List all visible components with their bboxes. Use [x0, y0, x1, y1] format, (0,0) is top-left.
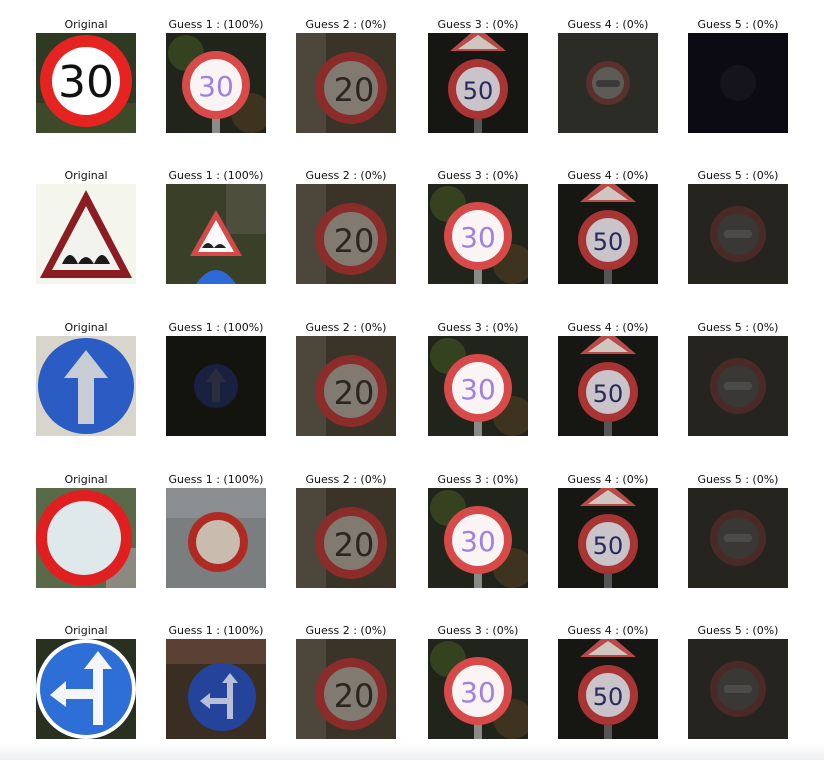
original-label: Original [64, 473, 108, 486]
svg-text:20: 20 [334, 677, 375, 715]
svg-text:50: 50 [463, 77, 494, 105]
guess-2-label: Guess 2 : (0%) [305, 473, 387, 486]
no-passing-sign-image [688, 184, 788, 284]
guess-5-label: Guess 5 : (0%) [697, 18, 779, 31]
speed-limit-20-sign-image: 20 [296, 33, 396, 133]
guess-5-label: Guess 5 : (0%) [697, 169, 779, 182]
svg-text:30: 30 [58, 57, 114, 108]
guess-1-label: Guess 1 : (100%) [168, 624, 264, 637]
guess-4-label: Guess 4 : (0%) [567, 473, 649, 486]
svg-text:30: 30 [198, 70, 234, 103]
speed-limit-20-sign-image: 20 [296, 488, 396, 588]
bumpy-road-sign-image [36, 184, 136, 284]
svg-text:50: 50 [593, 683, 624, 711]
guess-5-label: Guess 5 : (0%) [697, 473, 779, 486]
svg-text:30: 30 [460, 221, 496, 254]
guess-4-label: Guess 4 : (0%) [567, 18, 649, 31]
guess-3-label: Guess 3 : (0%) [437, 473, 519, 486]
speed-limit-20-sign-image: 20 [296, 639, 396, 739]
guess-2-label: Guess 2 : (0%) [305, 321, 387, 334]
original-label: Original [64, 18, 108, 31]
speed-limit-30-sign-image: 30 [36, 33, 136, 133]
guess-2-label: Guess 2 : (0%) [305, 624, 387, 637]
no-passing-sign-image [688, 336, 788, 436]
no-vehicles-sign-image [558, 33, 658, 133]
guess-4-label: Guess 4 : (0%) [567, 624, 649, 637]
guess-1-label: Guess 1 : (100%) [168, 321, 264, 334]
svg-text:30: 30 [460, 525, 496, 558]
svg-text:50: 50 [593, 380, 624, 408]
guess-5-label: Guess 5 : (0%) [697, 624, 779, 637]
dark-sign-image [688, 33, 788, 133]
guess-1-label: Guess 1 : (100%) [168, 169, 264, 182]
no-passing-sign-image [688, 488, 788, 588]
svg-text:20: 20 [334, 374, 375, 412]
guess-2-label: Guess 2 : (0%) [305, 169, 387, 182]
speed-limit-30-sign-image: 30 [428, 336, 528, 436]
guess-4-label: Guess 4 : (0%) [567, 321, 649, 334]
speed-limit-20-sign-image: 20 [296, 336, 396, 436]
guess-1-label: Guess 1 : (100%) [168, 18, 264, 31]
speed-limit-30-sign-image: 30 [428, 184, 528, 284]
speed-limit-50-sign-image: 50 [428, 33, 528, 133]
go-straight-or-left-sign-image [166, 639, 266, 739]
speed-limit-50-sign-image: 50 [558, 639, 658, 739]
svg-text:30: 30 [460, 373, 496, 406]
guess-3-label: Guess 3 : (0%) [437, 321, 519, 334]
page-bottom-edge [0, 742, 824, 760]
guess-3-label: Guess 3 : (0%) [437, 624, 519, 637]
guess-4-label: Guess 4 : (0%) [567, 169, 649, 182]
speed-limit-30-sign-image: 30 [428, 639, 528, 739]
guess-1-label: Guess 1 : (100%) [168, 473, 264, 486]
speed-limit-50-sign-image: 50 [558, 488, 658, 588]
speed-limit-50-sign-image: 50 [558, 184, 658, 284]
ahead-only-sign-image [166, 336, 266, 436]
bumpy-road-sign-image [166, 184, 266, 284]
ahead-only-sign-image [36, 336, 136, 436]
guess-3-label: Guess 3 : (0%) [437, 18, 519, 31]
svg-text:50: 50 [593, 228, 624, 256]
original-label: Original [64, 624, 108, 637]
svg-text:20: 20 [334, 71, 375, 109]
speed-limit-20-sign-image: 20 [296, 184, 396, 284]
svg-text:50: 50 [593, 532, 624, 560]
no-vehicles-sign-image [166, 488, 266, 588]
no-vehicles-sign-image [36, 488, 136, 588]
speed-limit-30-sign-image: 30 [428, 488, 528, 588]
svg-text:20: 20 [334, 222, 375, 260]
svg-text:30: 30 [460, 676, 496, 709]
speed-limit-30-sign-image: 30 [166, 33, 266, 133]
original-label: Original [64, 169, 108, 182]
speed-limit-50-sign-image: 50 [558, 336, 658, 436]
guess-2-label: Guess 2 : (0%) [305, 18, 387, 31]
no-passing-sign-image [688, 639, 788, 739]
guess-3-label: Guess 3 : (0%) [437, 169, 519, 182]
go-straight-or-left-sign-image [36, 639, 136, 739]
svg-text:20: 20 [334, 526, 375, 564]
guess-5-label: Guess 5 : (0%) [697, 321, 779, 334]
original-label: Original [64, 321, 108, 334]
